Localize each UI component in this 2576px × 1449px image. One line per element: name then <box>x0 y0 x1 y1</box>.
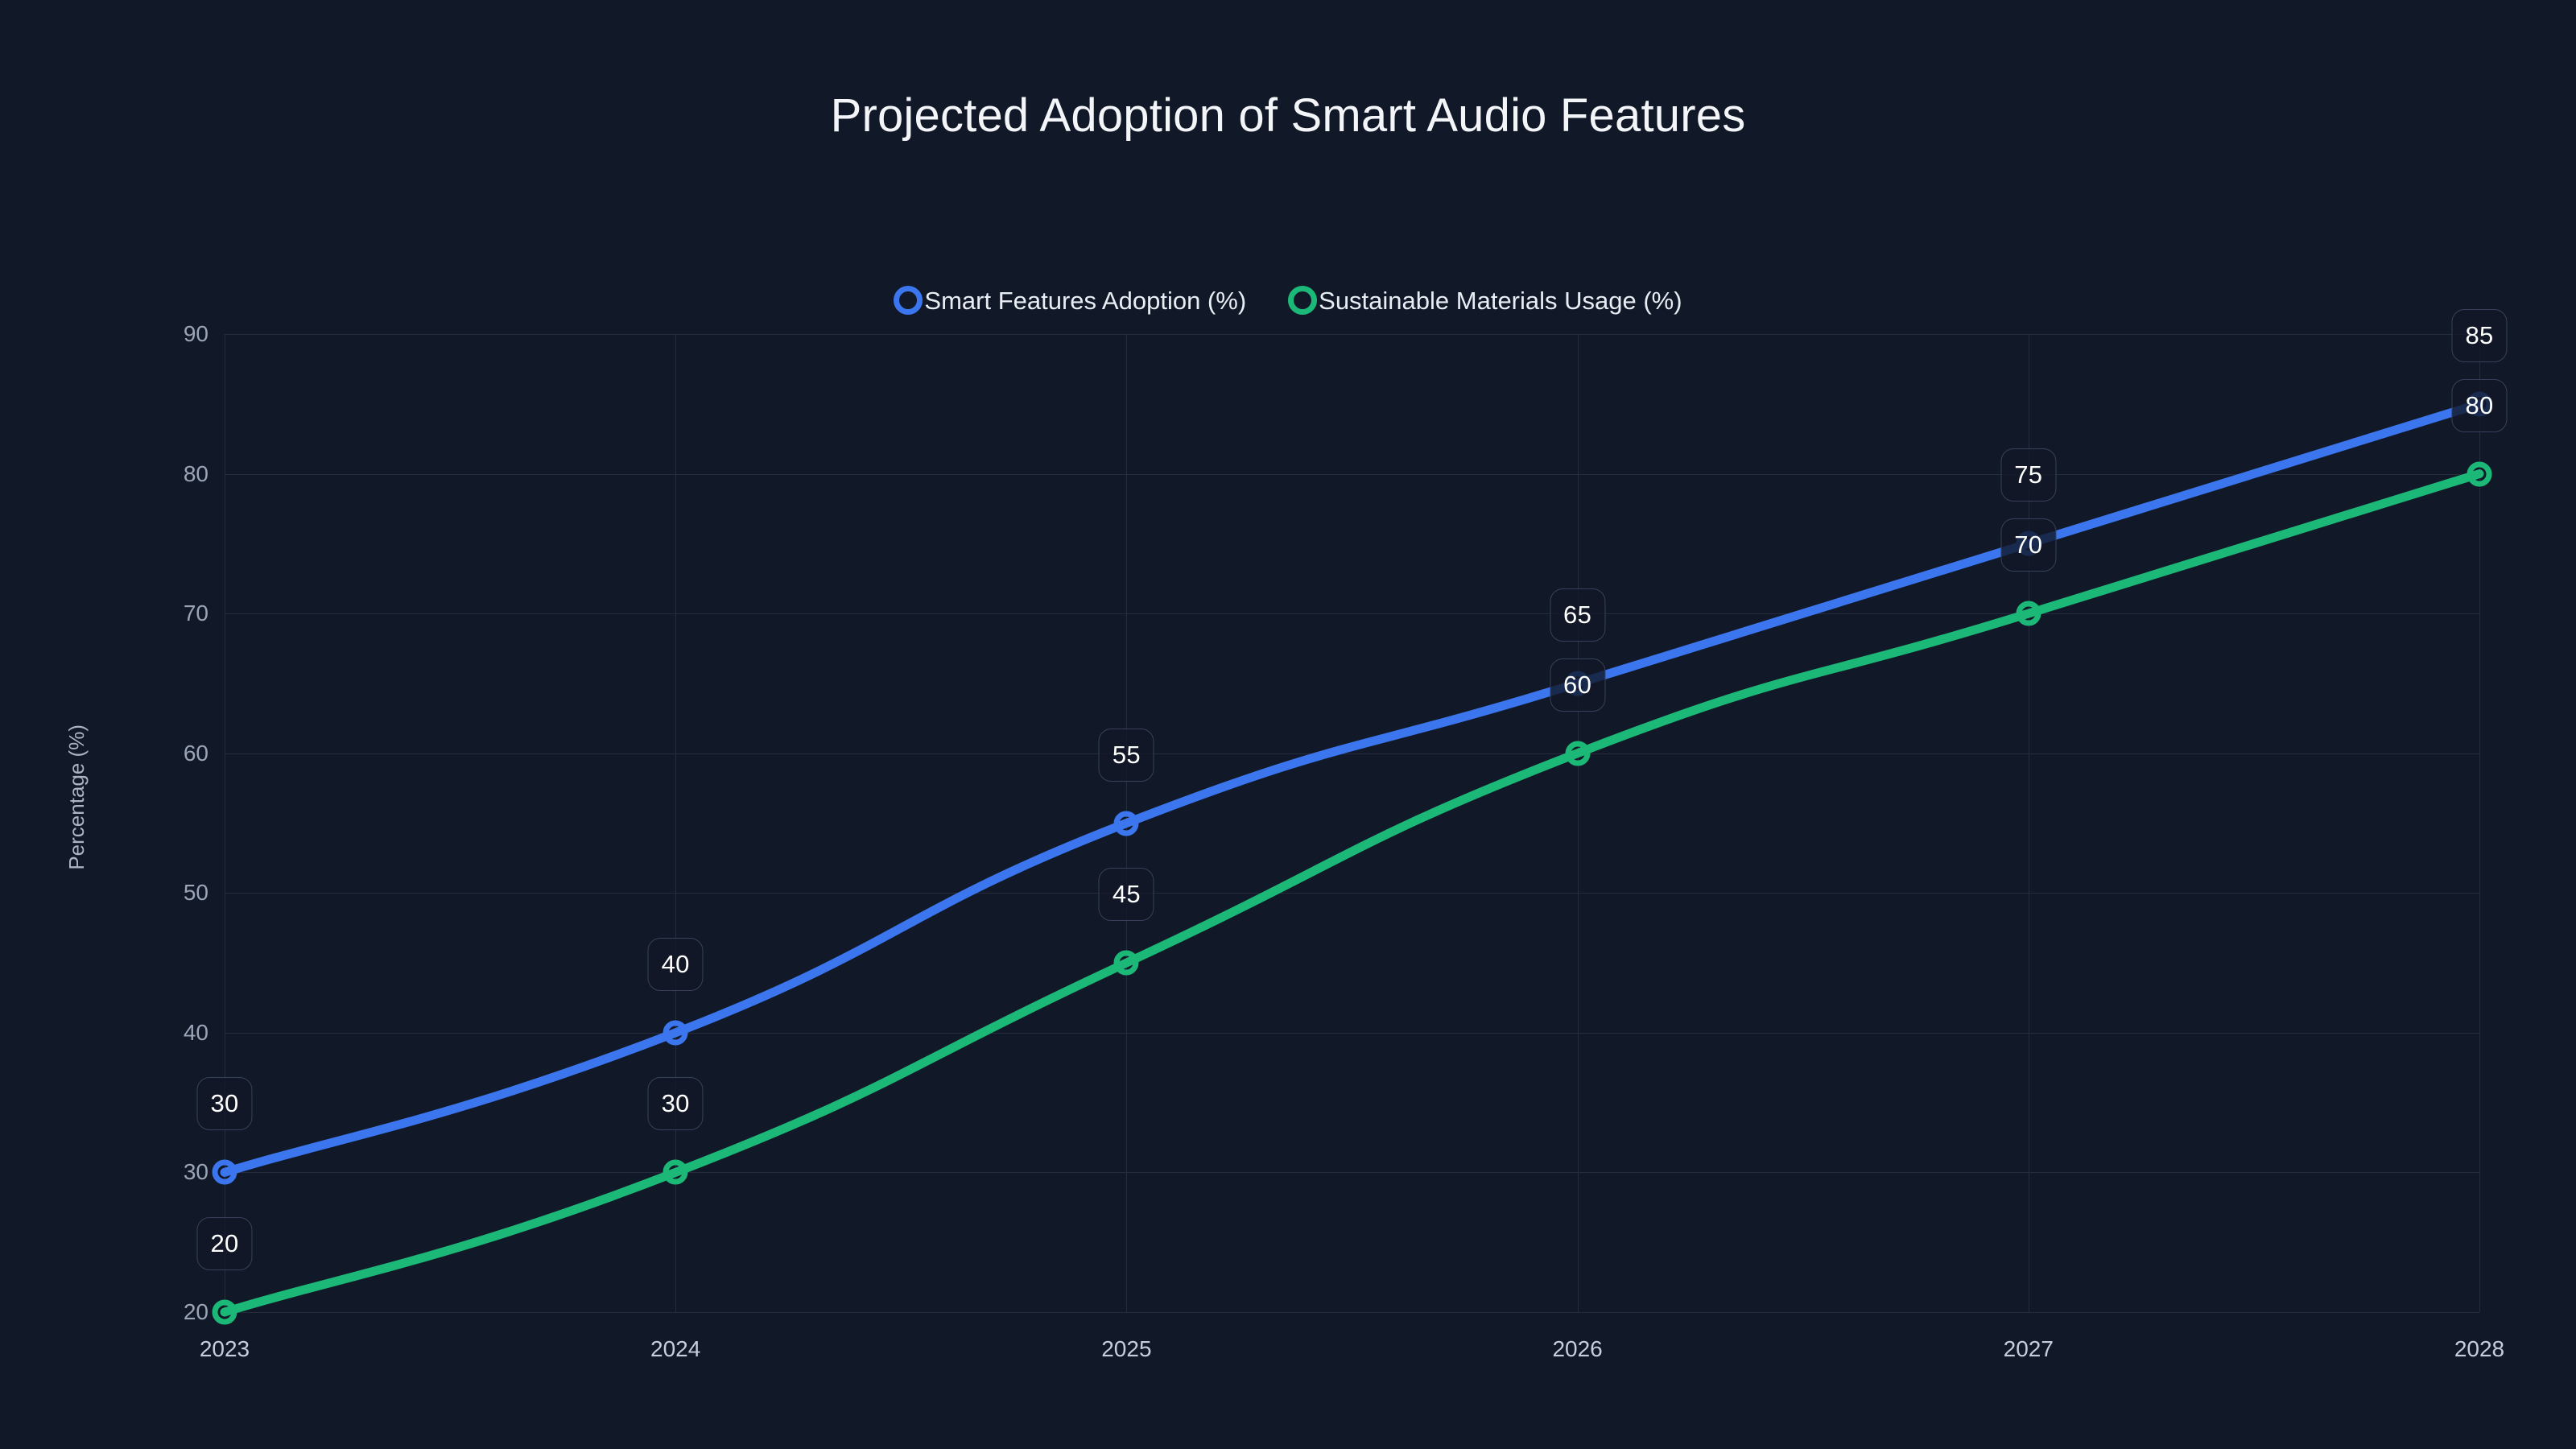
gridline-horizontal <box>225 1032 2479 1034</box>
data-point-marker[interactable] <box>212 1299 237 1325</box>
data-value-label: 60 <box>1550 658 1606 712</box>
gridline-horizontal <box>225 1312 2479 1313</box>
data-value-label: 30 <box>196 1077 253 1131</box>
data-point-marker[interactable] <box>1565 741 1591 766</box>
y-axis-tick-label: 70 <box>183 601 208 626</box>
data-value-label: 45 <box>1098 868 1154 922</box>
data-point-marker[interactable] <box>663 1159 688 1185</box>
y-axis-title: Percentage (%) <box>64 724 89 870</box>
data-value-label: 75 <box>2000 448 2057 502</box>
legend-item-series-1[interactable]: Smart Features Adoption (%) <box>894 286 1246 315</box>
gridline-horizontal <box>225 893 2479 894</box>
gridline-vertical <box>675 334 677 1312</box>
plot-area: 30 40 55 65 75 85 20 30 45 60 70 80 <box>196 308 2508 1325</box>
data-value-label: 20 <box>196 1217 253 1270</box>
data-point-marker[interactable] <box>212 1159 237 1185</box>
data-value-label: 70 <box>2000 518 2057 572</box>
y-axis-tick-label: 40 <box>183 1019 208 1045</box>
data-value-label: 55 <box>1098 728 1154 782</box>
x-axis-tick-label: 2024 <box>650 1336 701 1361</box>
data-point-marker[interactable] <box>1113 811 1139 836</box>
data-value-label: 80 <box>2451 378 2508 432</box>
y-axis-tick-label: 90 <box>183 321 208 346</box>
gridline-horizontal <box>225 473 2479 475</box>
gridline-vertical <box>2479 334 2480 1312</box>
gridline-horizontal <box>225 334 2479 335</box>
x-axis-tick-label: 2025 <box>1101 1336 1152 1361</box>
chart-legend: Smart Features Adoption (%) Sustainable … <box>0 286 2576 315</box>
gridline-horizontal <box>225 1172 2479 1174</box>
gridline-vertical <box>1577 334 1579 1312</box>
data-value-label: 30 <box>647 1077 704 1131</box>
legend-item-series-2[interactable]: Sustainable Materials Usage (%) <box>1288 286 1682 315</box>
y-axis-tick-label: 30 <box>183 1159 208 1185</box>
x-axis-tick-label: 2023 <box>199 1336 250 1361</box>
series-line-1 <box>220 399 2484 1177</box>
data-point-marker[interactable] <box>1113 950 1139 976</box>
chart-title: Projected Adoption of Smart Audio Featur… <box>830 89 1746 142</box>
y-axis-tick-label: 50 <box>183 880 208 906</box>
data-point-marker[interactable] <box>2016 601 2041 626</box>
x-axis-tick-label: 2027 <box>2003 1336 2054 1361</box>
legend-marker-circle-icon <box>894 286 923 315</box>
y-axis-tick-label: 20 <box>183 1299 208 1324</box>
y-axis-tick-label: 80 <box>183 460 208 486</box>
x-axis-tick-label: 2026 <box>1552 1336 1603 1361</box>
legend-label-series-2: Sustainable Materials Usage (%) <box>1319 286 1682 315</box>
data-value-label: 85 <box>2451 308 2508 362</box>
legend-label-series-1: Smart Features Adoption (%) <box>924 286 1247 315</box>
data-point-marker[interactable] <box>2467 461 2492 487</box>
data-value-label: 40 <box>647 937 704 991</box>
legend-marker-circle-icon <box>1288 286 1318 315</box>
gridline-horizontal <box>225 753 2479 754</box>
data-value-label: 65 <box>1550 588 1606 642</box>
y-axis-tick-label: 60 <box>183 740 208 766</box>
data-point-marker[interactable] <box>663 1020 688 1046</box>
series-line-2 <box>220 469 2484 1317</box>
series-lines <box>220 399 2484 1317</box>
x-axis-tick-label: 2028 <box>2454 1336 2505 1361</box>
gridline-horizontal <box>225 613 2479 615</box>
